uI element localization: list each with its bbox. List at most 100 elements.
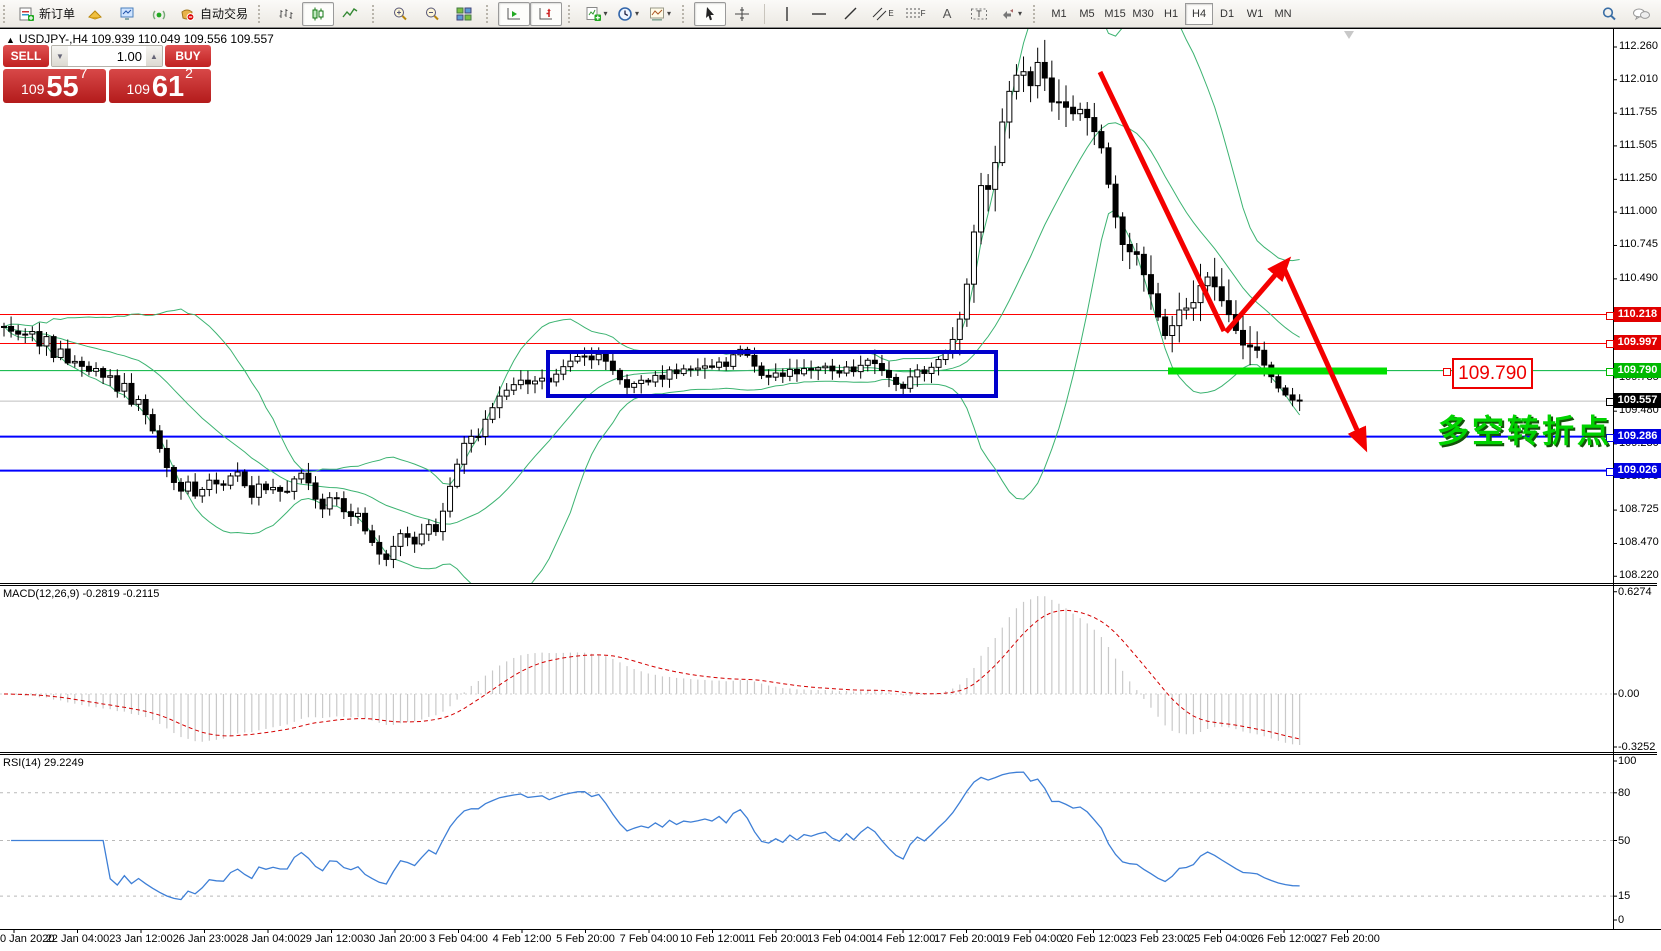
volume-decrease-button[interactable]: ▼	[52, 46, 68, 66]
toolbar-grip	[486, 4, 492, 23]
sell-price-big: 55	[46, 71, 79, 103]
price-tick-label: 108.470	[1619, 536, 1659, 549]
time-axis-label: 5 Feb 20:00	[556, 933, 615, 945]
timeframe-button-M15[interactable]: M15	[1104, 7, 1126, 20]
periods-clock-icon	[618, 6, 632, 21]
buy-price-big: 61	[151, 71, 185, 103]
text-label-tool-button[interactable]: T	[963, 2, 995, 26]
timeframe-button-M5[interactable]: M5	[1079, 7, 1095, 20]
candlestick-chart-button[interactable]	[302, 1, 335, 26]
crosshair-tool-button[interactable]	[726, 2, 758, 26]
price-badge-anchor	[1606, 367, 1614, 376]
time-axis-label: 27 Feb 20:00	[1315, 933, 1380, 945]
sell-price-panel[interactable]: 109 55 7	[3, 65, 106, 103]
text-label-icon: T	[971, 8, 988, 19]
horizontal-line-tool-button[interactable]	[803, 2, 835, 26]
indicators-dropdown-arrow[interactable]: ▾	[603, 9, 608, 18]
price-tick-label: 108.220	[1619, 569, 1659, 582]
symbol-ohlc-text: USDJPY-,H4 109.939 110.049 109.556 109.5…	[18, 32, 274, 46]
timeframe-button-H1[interactable]: H1	[1164, 7, 1179, 20]
chinese-annotation-text[interactable]: 多空转折点	[1437, 413, 1613, 449]
buy-price-sup: 2	[185, 65, 193, 81]
toolbar-grip	[568, 4, 574, 23]
sell-price-sup: 7	[79, 65, 88, 81]
price-tick-label: 112.260	[1619, 40, 1658, 52]
bar-chart-button[interactable]	[270, 2, 302, 26]
arrows-shapes-icon	[1003, 8, 1014, 19]
volume-stepper: ▼ ▲	[51, 45, 163, 67]
fibonacci-icon	[905, 8, 920, 17]
vertical-line-tool-button[interactable]	[771, 2, 803, 26]
channel-letter: E	[888, 9, 894, 18]
fibonacci-tool-button[interactable]: F	[899, 2, 931, 26]
price-annotation-box[interactable]: 109.790	[1452, 358, 1533, 389]
price-badge: 109.286	[1614, 428, 1661, 444]
auto-trading-icon	[181, 9, 195, 21]
sell-button[interactable]: SELL	[3, 45, 49, 67]
price-badge-anchor	[1606, 398, 1614, 407]
fibonacci-letter: F	[920, 9, 926, 18]
toolbar-grip	[682, 4, 688, 23]
chart-canvas	[0, 29, 1661, 933]
time-axis-label: 4 Feb 12:00	[492, 933, 552, 945]
candlestick-chart-icon	[312, 7, 324, 20]
macd-axis-label: -0.3252	[1618, 741, 1656, 753]
price-tick-label: 110.745	[1619, 238, 1658, 251]
macd-axis-label: 0.00	[1618, 688, 1640, 700]
buy-price-panel[interactable]: 109 61 2	[108, 65, 211, 103]
profiles-button[interactable]	[79, 2, 111, 26]
zoom-out-icon	[425, 7, 439, 20]
price-tick-label: 111.000	[1619, 205, 1658, 218]
auto-trading-label: 自动交易	[200, 7, 249, 21]
market-watch-button[interactable]	[111, 2, 143, 26]
time-axis-label: 7 Feb 04:00	[619, 933, 679, 945]
svg-text:T: T	[976, 9, 982, 19]
text-tool-button[interactable]: A	[931, 2, 963, 26]
price-tick-label: 111.250	[1619, 172, 1658, 185]
auto-trading-button[interactable]: 自动交易	[175, 2, 252, 26]
periods-dropdown-arrow[interactable]: ▾	[635, 9, 640, 18]
signals-button[interactable]	[143, 2, 175, 26]
time-axis-label: 17 Feb 20:00	[934, 933, 999, 945]
time-axis-label: 11 Feb 20:00	[743, 933, 809, 945]
templates-button[interactable]: ▾	[644, 2, 676, 26]
chart-window[interactable]	[0, 28, 1661, 951]
price-badge-anchor	[1606, 467, 1614, 476]
arrows-dropdown-arrow[interactable]: ▾	[1018, 9, 1023, 18]
timeframe-button-D1[interactable]: D1	[1220, 7, 1235, 20]
timeframe-button-H4[interactable]: H4	[1185, 2, 1214, 25]
chart-shift-button[interactable]	[530, 1, 563, 26]
timeframe-button-MN[interactable]: MN	[1274, 7, 1292, 20]
volume-increase-button[interactable]: ▲	[146, 46, 162, 66]
bar-chart-icon	[279, 8, 293, 19]
templates-dropdown-arrow[interactable]: ▾	[667, 9, 672, 18]
indicators-button[interactable]: ▾	[580, 2, 612, 26]
cursor-tool-button[interactable]	[694, 1, 727, 26]
tile-windows-button[interactable]	[448, 2, 480, 26]
line-chart-icon	[342, 7, 358, 17]
auto-scroll-button[interactable]	[498, 1, 531, 26]
zoom-out-button[interactable]	[416, 2, 448, 26]
arrows-tool-button[interactable]: ▾	[995, 2, 1027, 26]
macd-label: MACD(12,26,9) -0.2819 -0.2115	[3, 588, 160, 600]
time-axis-label: 19 Feb 04:00	[997, 933, 1063, 945]
zoom-in-button[interactable]	[384, 2, 416, 26]
new-order-button[interactable]: 新订单	[15, 2, 79, 26]
periods-button[interactable]: ▾	[612, 2, 644, 26]
community-chat-button[interactable]	[1625, 2, 1657, 26]
time-axis-label: 20 Feb 12:00	[1061, 933, 1126, 945]
line-chart-button[interactable]	[334, 2, 366, 26]
trendline-icon	[844, 7, 857, 19]
time-axis-label: 13 Feb 04:00	[807, 933, 872, 945]
toolbar-grip	[372, 4, 378, 23]
chat-bubbles-icon	[1632, 8, 1650, 21]
timeframe-button-W1[interactable]: W1	[1246, 7, 1264, 20]
channel-tool-button[interactable]: E	[867, 2, 899, 26]
tile-windows-icon	[456, 7, 472, 20]
trendline-tool-button[interactable]	[835, 2, 867, 26]
timeframe-button-M30[interactable]: M30	[1132, 7, 1154, 20]
rsi-axis-label: 15	[1618, 890, 1631, 903]
search-button[interactable]	[1593, 2, 1625, 26]
timeframe-button-M1[interactable]: M1	[1051, 7, 1067, 20]
